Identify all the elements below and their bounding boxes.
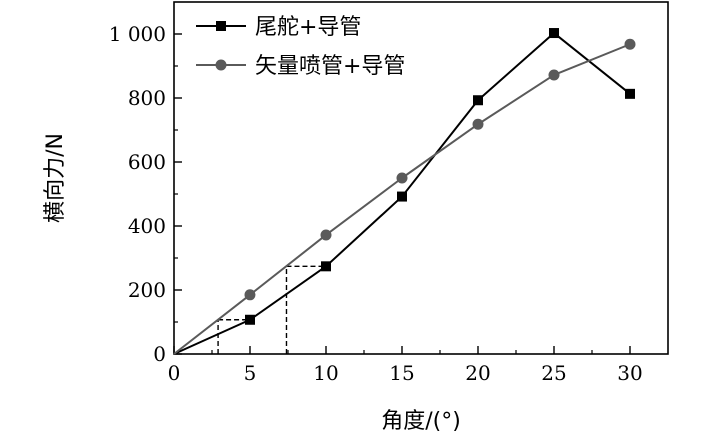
x-tick-label: 0 <box>168 361 181 385</box>
data-point-square <box>549 28 559 39</box>
data-point-square <box>397 191 407 202</box>
x-tick-label: 10 <box>313 361 338 385</box>
data-point-square <box>245 314 255 325</box>
y-tick-label: 400 <box>128 214 166 238</box>
series-markers <box>244 28 636 325</box>
plot-frame <box>173 1 669 355</box>
data-point-circle <box>472 118 484 130</box>
data-point-circle <box>320 229 332 241</box>
y-axis-title: 横向力/N <box>43 133 68 223</box>
legend-marker-rudder <box>216 21 226 31</box>
legend-label-vector: 矢量喷管+导管 <box>255 54 405 79</box>
y-tick-label: 800 <box>128 86 166 110</box>
y-tick-label: 200 <box>128 278 166 302</box>
legend-marker-vector <box>215 59 227 71</box>
x-tick-label: 5 <box>244 361 257 385</box>
x-tick-label: 25 <box>541 361 566 385</box>
data-point-square <box>473 95 483 106</box>
data-point-square <box>625 88 635 99</box>
data-point-circle <box>548 69 560 81</box>
data-point-circle <box>624 38 636 50</box>
data-point-circle <box>396 172 408 184</box>
legend-label-rudder: 尾舵+导管 <box>255 15 361 40</box>
y-tick-label: 1 000 <box>109 22 166 46</box>
axis-ticks: 0 5 10 15 20 25 30 0 200 400 600 800 1 000 <box>109 22 643 385</box>
data-point-circle <box>244 289 256 301</box>
y-tick-label: 0 <box>153 342 166 366</box>
x-tick-label: 30 <box>617 361 642 385</box>
x-tick-label: 15 <box>389 361 414 385</box>
dashed-guides <box>217 265 326 354</box>
x-tick-label: 20 <box>465 361 490 385</box>
legend: 尾舵+导管 矢量喷管+导管 <box>196 15 405 79</box>
data-point-square <box>321 261 331 272</box>
y-tick-label: 600 <box>128 150 166 174</box>
x-axis-title: 角度/(°) <box>381 409 461 434</box>
